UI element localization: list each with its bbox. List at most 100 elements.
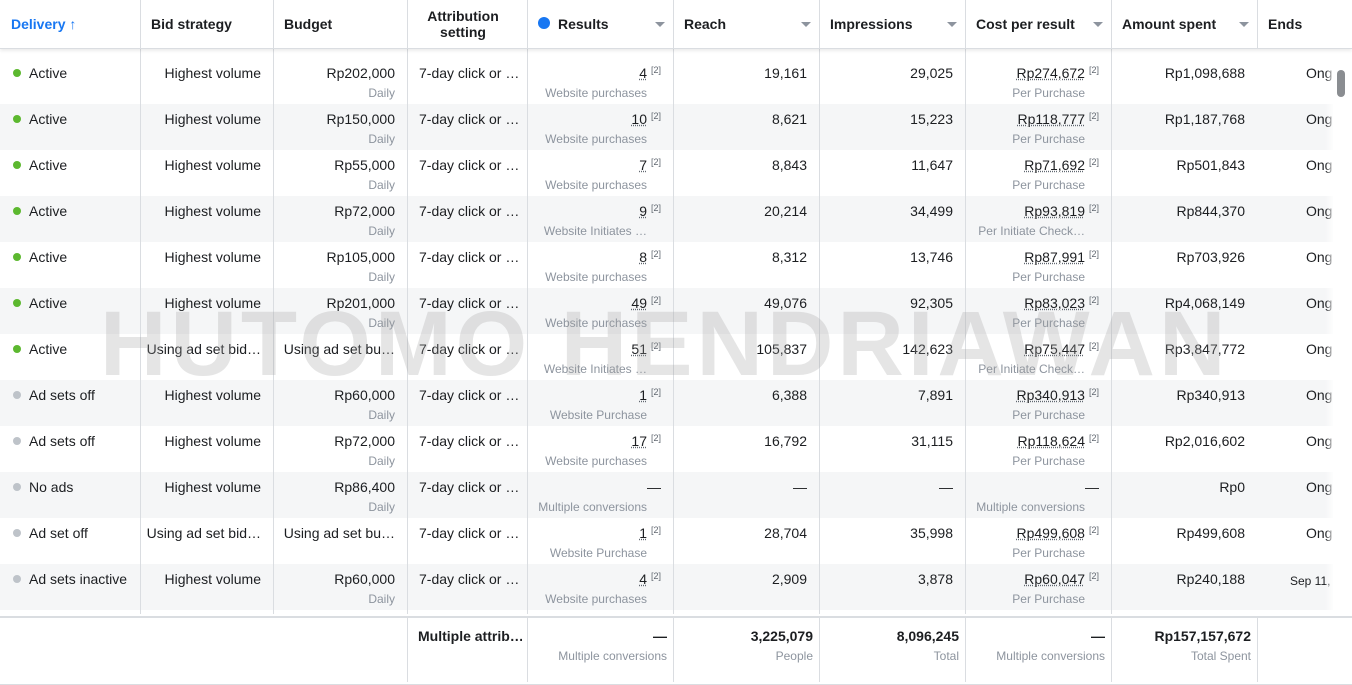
row-background: [0, 58, 1333, 104]
attribution: 7-day click or …: [419, 249, 520, 265]
dropdown-arrow[interactable]: [1239, 22, 1249, 27]
status-dot: [13, 345, 21, 353]
column-header[interactable]: Delivery ↑: [11, 16, 77, 32]
attribution: 7-day click or …: [419, 479, 520, 495]
amount-spent: Rp4,068,149: [1164, 295, 1245, 311]
delivery-status: Active: [29, 341, 68, 357]
row-background: [0, 564, 1333, 610]
column-header[interactable]: Reach: [684, 16, 727, 32]
results: 10: [631, 111, 647, 127]
bid-strategy: Highest volume: [164, 65, 262, 81]
dropdown-arrow[interactable]: [655, 22, 665, 27]
results-cell: —: [531, 479, 661, 495]
amount-spent: Rp501,843: [1176, 157, 1245, 173]
results: 8: [639, 249, 647, 265]
dropdown-arrow[interactable]: [947, 22, 957, 27]
attribution-note: [2]: [1088, 249, 1099, 259]
column-header[interactable]: Amount spent: [1122, 16, 1217, 32]
attribution-note: [2]: [650, 249, 661, 259]
status-dot: [13, 575, 21, 583]
status-dot: [13, 69, 21, 77]
attribution-note: [2]: [650, 295, 661, 305]
cost-per-result: Rp83,023: [1024, 295, 1085, 311]
footer-impressions: 8,096,245: [896, 628, 959, 644]
results: 17: [631, 433, 647, 449]
cost-per-result-cell: Rp499,608 [2]: [969, 525, 1099, 541]
footer-spent-type: Total Spent: [1190, 649, 1251, 663]
results-type: Website Purchase: [549, 408, 647, 422]
bid-strategy: Highest volume: [164, 571, 262, 587]
amount-spent: Rp844,370: [1176, 203, 1245, 219]
column-header[interactable]: Attribution setting: [427, 8, 499, 40]
cost-per-result: Rp75,447: [1024, 341, 1085, 357]
column-divider: [673, 0, 674, 48]
status-dot: [13, 115, 21, 123]
column-divider: [407, 0, 408, 48]
status-dot: [13, 391, 21, 399]
footer-impressions-type: Total: [933, 649, 959, 663]
column-header[interactable]: Cost per result: [976, 16, 1075, 32]
column-divider: [407, 48, 408, 614]
column-header[interactable]: Bid strategy: [151, 16, 232, 32]
attribution-note: [2]: [1088, 387, 1099, 397]
column-header[interactable]: Ends: [1268, 16, 1303, 32]
bid-strategy: Highest volume: [164, 295, 262, 311]
attribution-note: [2]: [1088, 295, 1099, 305]
column-divider: [527, 48, 528, 614]
cost-type: Per Purchase: [1012, 454, 1085, 468]
impressions: 31,115: [911, 433, 953, 449]
cost-per-result-cell: Rp340,913 [2]: [969, 387, 1099, 403]
row-background: [0, 334, 1333, 380]
cost-type: Per Purchase: [1012, 408, 1085, 422]
bid-strategy: Highest volume: [164, 433, 262, 449]
cost-per-result-cell: Rp118,624 [2]: [969, 433, 1099, 449]
delivery-status: Ad sets inactive: [29, 571, 128, 587]
column-divider: [140, 0, 141, 48]
column-header[interactable]: Budget: [284, 16, 333, 32]
info-icon[interactable]: [538, 17, 550, 29]
cost-per-result: Rp93,819: [1024, 203, 1085, 219]
budget: Rp86,400: [334, 479, 395, 495]
amount-spent: Rp499,608: [1176, 525, 1245, 541]
impressions: 29,025: [910, 65, 953, 81]
attribution-note: [2]: [1088, 341, 1099, 351]
row-background: [0, 288, 1333, 334]
cost-per-result-cell: Rp274,672 [2]: [969, 65, 1099, 81]
budget-period: Daily: [368, 132, 395, 146]
cost-type: Per Purchase: [1012, 86, 1085, 100]
dropdown-arrow[interactable]: [1093, 22, 1103, 27]
column-header[interactable]: Impressions: [830, 16, 913, 32]
status-dot: [13, 207, 21, 215]
attribution-note: [2]: [650, 203, 661, 213]
attribution: 7-day click or …: [419, 157, 520, 173]
cost-per-result: Rp71,692: [1024, 157, 1085, 173]
row-background: [0, 150, 1333, 196]
attribution-note: [2]: [1088, 433, 1099, 443]
results-type: Website Initiates …: [543, 224, 647, 238]
footer-attribution: Multiple attrib…: [418, 628, 522, 644]
row-background: [0, 196, 1333, 242]
scrollbar-thumb[interactable]: [1337, 70, 1345, 97]
attribution: 7-day click or …: [419, 203, 520, 219]
attribution-note: [2]: [650, 387, 661, 397]
status-dot: [13, 253, 21, 261]
bid-strategy: Highest volume: [164, 249, 262, 265]
cost-per-result-cell: Rp118,777 [2]: [969, 111, 1099, 127]
amount-spent: Rp703,926: [1176, 249, 1245, 265]
column-header[interactable]: Results: [558, 16, 609, 32]
column-divider: [1111, 618, 1112, 682]
row-background: [0, 242, 1333, 288]
budget-period: Daily: [368, 408, 395, 422]
cost-per-result: Rp87,991: [1024, 249, 1085, 265]
results-type: Website purchases: [545, 454, 647, 468]
budget-period: Daily: [368, 178, 395, 192]
results-type: Website purchases: [545, 592, 647, 606]
dropdown-arrow[interactable]: [801, 22, 811, 27]
attribution: 7-day click or …: [419, 65, 520, 81]
results: 4: [639, 571, 647, 587]
sort-arrow[interactable]: ↑: [65, 16, 77, 32]
attribution-note: [2]: [650, 525, 661, 535]
results-cell: 49 [2]: [531, 295, 661, 311]
results-type: Website Purchase: [549, 546, 647, 560]
results-cell: 1 [2]: [531, 387, 661, 403]
